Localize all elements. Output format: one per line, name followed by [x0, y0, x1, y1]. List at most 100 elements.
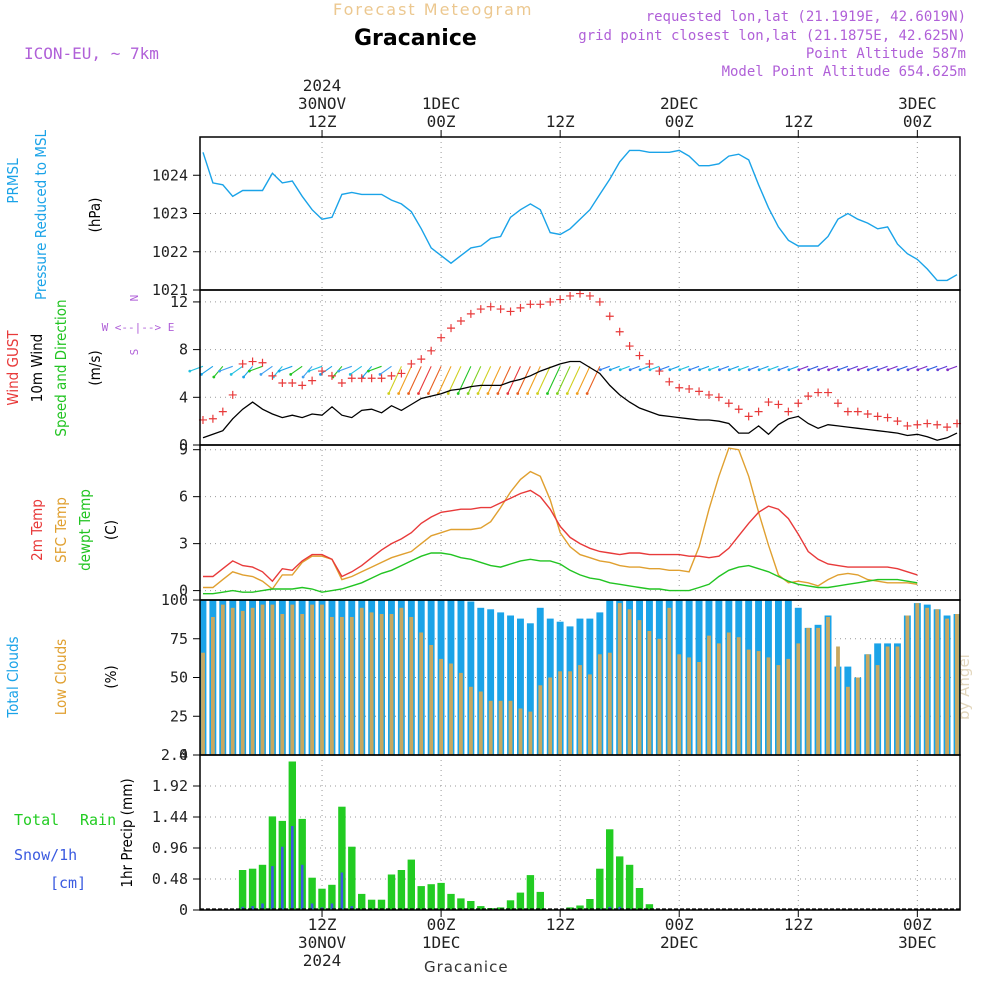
gust-marker: [794, 399, 803, 408]
wind-arrow-head: [565, 392, 569, 395]
wind-arrow-head: [417, 392, 420, 395]
low-clouds-bar: [875, 665, 880, 755]
gust-marker: [506, 307, 515, 316]
low-clouds-bar: [736, 637, 741, 755]
bottom-time-label: 12Z: [546, 915, 575, 934]
wind10-label: 10m Wind: [28, 334, 46, 403]
gust-marker: [645, 359, 654, 368]
rain-bar: [457, 898, 465, 910]
wind-direction-arrow: [507, 366, 521, 394]
low-clouds-bar: [697, 662, 701, 755]
low-clouds-bar: [449, 663, 453, 755]
wind-arrow-head: [757, 368, 761, 372]
wind-direction-arrow: [527, 366, 541, 394]
rain-bar: [576, 905, 584, 910]
gust-marker: [566, 291, 575, 300]
snow-bar: [261, 903, 264, 910]
wind-unit: (m/s): [86, 350, 104, 385]
gust-marker: [595, 297, 604, 306]
wind-direction-arrow: [566, 366, 581, 394]
top-time-label: 12Z: [546, 112, 575, 131]
low-clouds-bar: [766, 657, 771, 755]
wind-arrow-head: [407, 392, 410, 395]
y-tick-label: 100: [161, 591, 188, 609]
wind-direction-arrow: [848, 365, 858, 371]
low-clouds-bar: [230, 607, 235, 756]
wind-arrow-head: [896, 368, 900, 372]
low-clouds-bar: [786, 658, 791, 755]
wind-direction-arrow: [219, 365, 233, 372]
low-clouds-bar: [211, 617, 215, 755]
wind-direction-arrow: [897, 365, 908, 371]
y-tick-label: 1023: [152, 205, 188, 223]
y-tick-label: 0.96: [152, 839, 188, 857]
wind-direction-arrow: [517, 366, 531, 394]
gust-marker: [456, 317, 465, 325]
y-tick-label: 75: [170, 630, 188, 648]
low-clouds-bar: [885, 646, 890, 755]
gust-marker: [605, 312, 614, 321]
wind10-line: [202, 360, 958, 441]
gust-marker: [903, 421, 912, 430]
y-tick-label: 1.92: [152, 777, 188, 795]
snow-bar: [330, 903, 334, 910]
precip-unit: 1hr Precip (mm): [118, 778, 136, 887]
pressure-label-long: Pressure Reduced to MSL: [32, 129, 50, 300]
wind-arrow-head: [688, 368, 692, 372]
rain-bar: [367, 899, 376, 910]
low-clouds-bar: [607, 652, 612, 755]
gust-marker: [347, 374, 356, 383]
bottom-time-label: 1DEC: [422, 933, 461, 952]
low-clouds-bar: [459, 672, 463, 755]
wind-direction-arrow: [487, 366, 502, 394]
sfc-label: SFC Temp: [52, 497, 70, 563]
wind-direction-arrow: [689, 365, 700, 371]
low-clouds-bar: [707, 635, 711, 755]
low-clouds-bar: [826, 617, 830, 755]
low-clouds-bar: [488, 700, 493, 756]
rain-bar: [477, 906, 485, 910]
low-clouds-bar: [389, 614, 394, 755]
snow-bar: [300, 864, 304, 910]
wind-arrow-head: [516, 392, 520, 395]
gust-marker: [814, 388, 823, 397]
wind-arrow-head: [678, 368, 682, 372]
low-clouds-bar: [429, 645, 434, 755]
gust-marker: [288, 379, 297, 387]
dewpoint-line: [203, 552, 918, 595]
wind-direction-arrow: [230, 365, 243, 375]
low-clouds-bar: [379, 614, 384, 755]
wind-arrow-head: [259, 372, 263, 376]
total-clouds-bar: [507, 615, 514, 755]
wind-arrow-head: [456, 392, 460, 395]
low-clouds-bar: [220, 604, 225, 755]
gust-marker: [238, 359, 247, 368]
gust-marker: [437, 333, 446, 342]
low-clouds-bar: [776, 665, 781, 755]
rain-bar: [635, 888, 644, 910]
sfc-temp-line: [203, 447, 918, 591]
wind-arrow-head: [476, 392, 480, 395]
low-clouds-bar: [578, 665, 582, 755]
wind-direction-arrow: [798, 365, 809, 371]
gust-marker: [774, 400, 783, 409]
low-clouds-bar: [588, 674, 592, 755]
y-tick-label: 25: [170, 707, 188, 725]
rain-bar: [625, 864, 634, 910]
compass-n: N: [128, 295, 141, 302]
wind-arrow-head: [598, 368, 602, 372]
rain-bar: [645, 904, 654, 910]
wind-arrow-head: [817, 368, 821, 372]
low-clouds-bar: [865, 654, 870, 756]
location-title: Gracanice: [354, 26, 477, 51]
snow-bar: [340, 872, 344, 910]
wind-direction-arrow: [249, 365, 263, 372]
y-tick-label: 2.4: [161, 746, 188, 764]
wind-arrow-head: [427, 392, 430, 395]
wind-arrow-head: [367, 369, 370, 373]
snow-label: Snow/1h: [14, 846, 77, 864]
wind-direction-arrow: [201, 365, 214, 375]
bottom-time-label: 00Z: [665, 915, 694, 934]
gust-marker: [685, 384, 694, 393]
low-clouds-bar: [945, 618, 949, 755]
